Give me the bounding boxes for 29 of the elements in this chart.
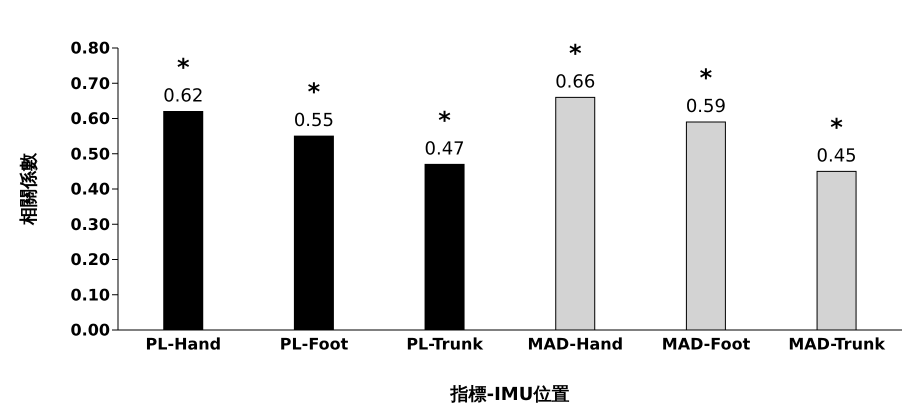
- annotation: *: [176, 53, 190, 82]
- x-axis-title: 指標-IMU位置: [450, 384, 570, 405]
- annotation: *: [568, 39, 582, 68]
- data-label: 0.55: [294, 110, 334, 132]
- y-tick-label: 0.40: [70, 180, 110, 199]
- y-tick-label: 0.00: [70, 320, 110, 340]
- y-tick-label: 0.60: [70, 109, 110, 128]
- y-tick-label: 0.10: [70, 285, 110, 304]
- x-tick-label: MAD-Trunk: [788, 334, 886, 354]
- annotation: *: [438, 106, 452, 134]
- annotation: *: [700, 64, 713, 92]
- data-label: 0.47: [424, 138, 465, 160]
- x-tick-label: PL-Hand: [146, 334, 222, 354]
- x-tick-label: PL-Foot: [280, 334, 349, 354]
- y-tick-label: 0.80: [70, 38, 110, 58]
- y-tick-label: 0.20: [70, 250, 110, 270]
- data-label: 0.62: [163, 85, 204, 106]
- annotation: *: [830, 113, 844, 142]
- data-label: 0.59: [686, 96, 726, 118]
- data-label: 0.45: [816, 145, 857, 166]
- y-tick-label: 0.30: [70, 214, 110, 234]
- y-axis-title: 相關係數: [18, 152, 40, 226]
- annotation: *: [308, 78, 321, 106]
- data-label: 0.66: [555, 71, 596, 92]
- y-tick-label: 0.70: [70, 74, 110, 93]
- x-tick-label: MAD-Hand: [528, 334, 624, 354]
- y-tick-label: 0.50: [70, 144, 110, 164]
- x-tick-label: MAD-Foot: [662, 334, 751, 354]
- x-tick-label: PL-Trunk: [406, 334, 484, 354]
